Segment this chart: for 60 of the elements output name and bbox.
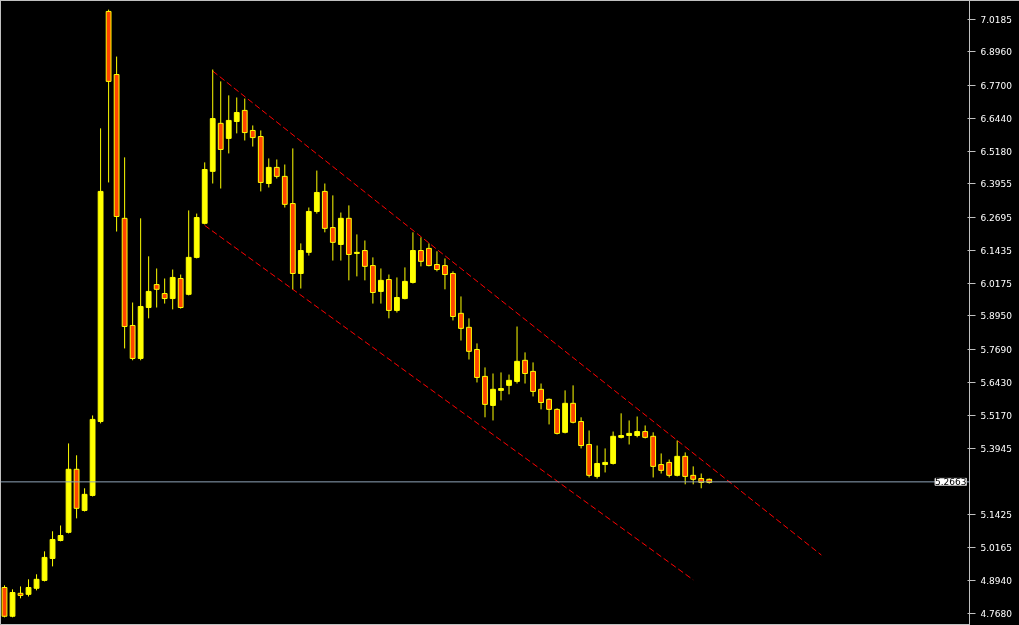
candlestick <box>458 295 464 342</box>
candlestick <box>153 267 160 309</box>
candlestick <box>169 269 176 310</box>
y-tick-label: 4.7680 <box>980 608 1013 619</box>
candlestick <box>546 398 552 425</box>
candlestick <box>514 326 520 385</box>
y-tick-label: 4.8940 <box>980 575 1013 586</box>
candlestick <box>81 487 88 512</box>
candlestick <box>297 242 304 290</box>
y-tick-label: 5.5170 <box>980 411 1013 422</box>
candlestick <box>394 276 400 314</box>
y-tick-label: 5.1425 <box>980 510 1012 521</box>
candlestick <box>265 157 272 188</box>
ref-line-label: 5.2663 <box>935 477 967 488</box>
candlestick <box>634 416 641 438</box>
y-tick-label: 6.3955 <box>980 179 1012 190</box>
candlestick <box>658 452 665 475</box>
candlestick <box>233 96 240 134</box>
candlestick <box>682 451 689 485</box>
candlestick <box>506 374 512 395</box>
y-tick-label: 6.0175 <box>980 279 1012 290</box>
candlestick <box>522 351 528 385</box>
candlestick <box>249 124 256 148</box>
candlestick <box>442 257 448 290</box>
candlestick <box>161 278 168 305</box>
y-tick-label: 6.6440 <box>980 113 1013 124</box>
candlestick <box>145 255 152 319</box>
candlestick <box>626 419 633 445</box>
candlestick <box>602 447 609 473</box>
candlestick <box>498 371 504 401</box>
candlestick <box>241 98 248 141</box>
candlestick <box>353 233 360 277</box>
candlestick <box>377 267 384 305</box>
y-tick-label: 5.3945 <box>980 443 1012 454</box>
y-tick-label: 5.6430 <box>980 377 1013 388</box>
candlestick <box>225 94 232 154</box>
y-tick-label: 6.2695 <box>980 212 1012 223</box>
candlestick <box>402 266 408 300</box>
candlestick <box>618 412 625 439</box>
candlestick <box>570 384 576 424</box>
candlestick <box>361 240 368 281</box>
candlestick <box>329 194 336 262</box>
y-tick-label: 5.8950 <box>980 311 1013 322</box>
y-tick-label: 6.5180 <box>980 147 1013 158</box>
candlestick <box>313 170 320 215</box>
y-tick-label: 6.1435 <box>980 245 1012 256</box>
y-tick-label: 7.0185 <box>980 15 1012 25</box>
candlestick <box>594 445 601 480</box>
candlestick <box>530 361 536 397</box>
candlestick <box>418 236 424 267</box>
y-tick-label: 5.7690 <box>980 344 1013 355</box>
candlestick <box>49 530 56 567</box>
candlestick <box>538 383 544 410</box>
candlestick <box>273 158 280 179</box>
y-tick-label: 6.8960 <box>980 47 1013 58</box>
y-tick-label: 6.7700 <box>980 80 1013 91</box>
candlestick <box>490 372 496 421</box>
candlestick <box>674 440 681 477</box>
y-tick-label: 5.0165 <box>980 543 1012 554</box>
candlestick <box>434 250 440 272</box>
